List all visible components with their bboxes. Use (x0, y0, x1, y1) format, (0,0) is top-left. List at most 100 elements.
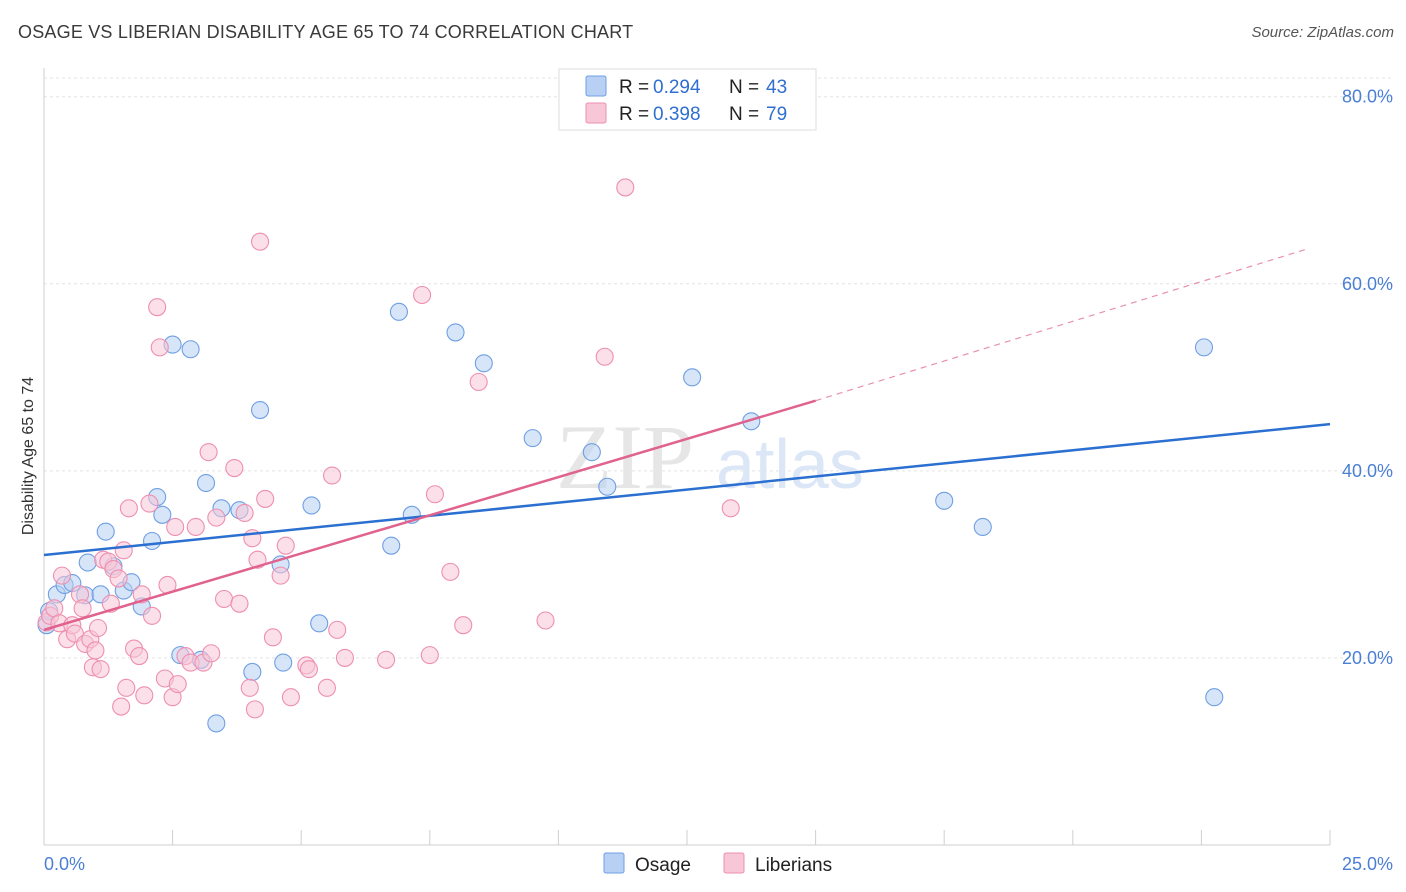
axes (43, 68, 1331, 846)
y-axis-label: Disability Age 65 to 74 (20, 377, 37, 535)
x-tick-label: 0.0% (44, 854, 85, 874)
point-osage (474, 354, 493, 373)
trend-line-liberians (43, 399, 816, 632)
legend-swatch-osage (585, 75, 607, 97)
point-liberians (271, 566, 290, 585)
point-liberians (299, 660, 318, 679)
trend-lines (43, 247, 1331, 632)
point-liberians (148, 298, 167, 317)
point-liberians (150, 338, 169, 357)
point-liberians (413, 285, 432, 305)
y-tick-label: 60.0% (1342, 274, 1393, 294)
point-liberians (52, 566, 72, 585)
legend-n-value: 43 (766, 77, 787, 98)
trend-extension-liberians (815, 247, 1310, 402)
points-layer (37, 178, 1224, 733)
bottom-legend-label-osage: Osage (635, 855, 691, 876)
point-liberians (225, 458, 244, 478)
x-tick-label: 25.0% (1342, 854, 1393, 874)
point-osage (142, 531, 162, 551)
point-osage (683, 368, 702, 387)
point-osage (250, 401, 270, 420)
point-osage (78, 553, 97, 572)
point-liberians (142, 606, 162, 625)
point-liberians (230, 594, 249, 613)
legend-r-value: 0.398 (653, 104, 701, 125)
point-liberians (420, 646, 439, 665)
point-osage (1194, 338, 1214, 357)
point-liberians (186, 517, 205, 537)
point-liberians (250, 232, 270, 251)
point-osage (274, 653, 293, 672)
point-liberians (202, 644, 221, 663)
point-osage (1205, 688, 1224, 707)
point-liberians (140, 494, 159, 513)
legend-r-value: 0.294 (653, 77, 701, 98)
point-liberians (595, 347, 614, 366)
tick-labels: 20.0% 40.0% 60.0% 80.0% 0.0% 25.0% (44, 87, 1393, 874)
point-osage (96, 522, 115, 541)
point-osage (243, 662, 262, 682)
point-liberians (112, 697, 131, 716)
y-tick-label: 40.0% (1342, 461, 1393, 481)
point-liberians (114, 541, 133, 560)
point-liberians (88, 618, 108, 638)
point-liberians (281, 688, 300, 707)
point-liberians (168, 675, 187, 694)
point-osage (196, 473, 216, 493)
point-liberians (109, 569, 128, 588)
point-osage (598, 477, 617, 496)
point-liberians (199, 443, 218, 462)
point-liberians (317, 678, 336, 697)
point-liberians (245, 700, 264, 719)
trend-line-osage (43, 422, 1331, 557)
point-osage (935, 491, 954, 510)
legend-r-label: R = (619, 104, 649, 125)
point-osage (382, 536, 401, 555)
legend-n-value: 79 (766, 104, 787, 125)
point-liberians (441, 562, 460, 581)
point-liberians (323, 466, 342, 485)
point-liberians (86, 641, 105, 660)
point-osage (153, 505, 172, 524)
bottom-legend-swatch-osage (603, 852, 625, 874)
point-liberians (235, 503, 254, 522)
point-liberians (328, 620, 347, 639)
bottom-legend-label-liberians: Liberians (755, 855, 832, 876)
point-liberians (616, 178, 635, 197)
point-liberians (119, 499, 138, 518)
bottom-legend: Osage Liberians (603, 852, 832, 876)
point-liberians (73, 599, 92, 618)
point-liberians (45, 599, 64, 618)
point-liberians (721, 499, 740, 518)
point-osage (207, 714, 226, 733)
legend-swatch-liberians (585, 102, 607, 124)
legend-r-label: R = (619, 77, 649, 98)
bottom-legend-swatch-liberians (723, 852, 745, 874)
point-liberians (469, 372, 488, 392)
point-liberians (425, 485, 444, 504)
y-tick-label: 80.0% (1342, 87, 1393, 107)
point-liberians (263, 628, 282, 647)
point-liberians (117, 678, 136, 697)
point-osage (389, 302, 408, 321)
legend-n-label: N = (729, 104, 759, 125)
legend-n-label: N = (729, 77, 759, 98)
point-liberians (276, 536, 295, 555)
top-legend: R = 0.294 N = 43 R = 0.398 N = 79 (558, 68, 817, 131)
point-liberians (214, 589, 234, 609)
point-liberians (135, 686, 154, 705)
point-osage (181, 340, 200, 359)
point-liberians (240, 678, 259, 697)
point-liberians (454, 616, 473, 635)
point-liberians (335, 648, 354, 667)
point-liberians (91, 660, 110, 679)
point-osage (446, 323, 465, 342)
point-liberians (130, 647, 149, 666)
watermark-atlas: atlas (716, 425, 864, 503)
point-osage (310, 614, 329, 633)
point-liberians (377, 650, 396, 669)
point-osage (582, 443, 601, 462)
point-liberians (256, 489, 275, 508)
